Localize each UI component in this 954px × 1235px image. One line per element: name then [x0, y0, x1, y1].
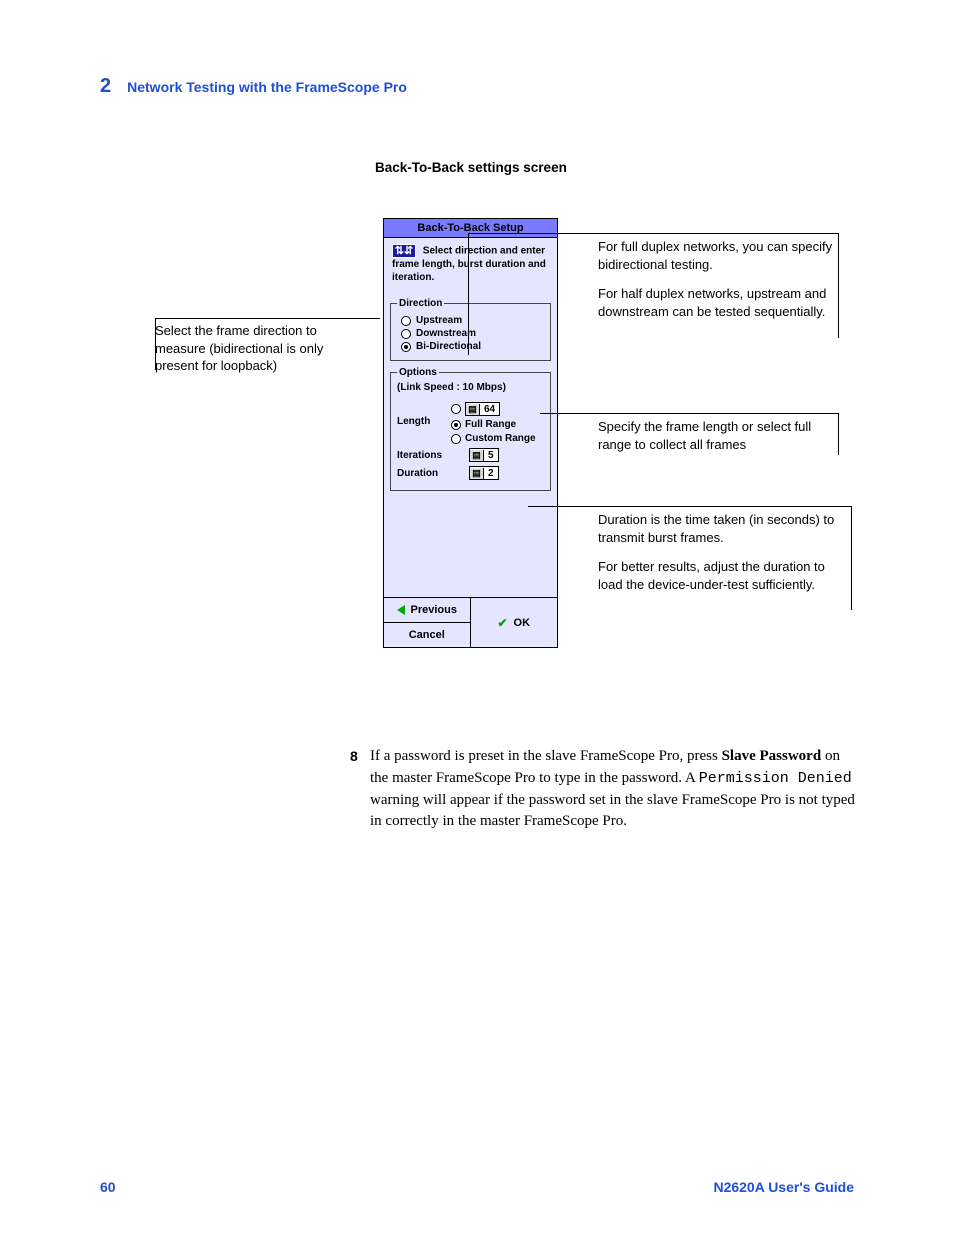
length-label: Length [397, 416, 451, 427]
duration-input[interactable]: ▤ 2 [469, 466, 499, 480]
direction-legend: Direction [397, 298, 444, 309]
previous-button[interactable]: Previous [384, 598, 470, 622]
ok-label: OK [514, 617, 531, 629]
radio-label: Upstream [416, 315, 462, 326]
radio-icon [451, 420, 461, 430]
radio-icon [451, 434, 461, 444]
callout-direction: Select the frame direction to measure (b… [155, 322, 330, 375]
guide-title: N2620A User's Guide [713, 1179, 854, 1195]
body-text: warning will appear if the password set … [370, 792, 855, 830]
callout-duration: Duration is the time taken (in seconds) … [598, 511, 848, 593]
callout-text: For better results, adjust the duration … [598, 558, 848, 593]
stepper-icon: ▤ [470, 450, 484, 461]
pointer-line [468, 233, 469, 355]
permission-denied-mono: Permission Denied [699, 770, 852, 787]
dialog-instruction: ⇅⇵ Select direction and enter frame leng… [384, 238, 557, 294]
pointer-line [468, 233, 838, 234]
length-fullrange-radio[interactable]: Full Range [451, 419, 544, 430]
diagram: Back-To-Back Setup ⇅⇵ Select direction a… [0, 218, 954, 698]
radio-bidirectional[interactable]: Bi-Directional [401, 341, 544, 352]
radio-label: Downstream [416, 328, 476, 339]
pointer-line [851, 506, 852, 610]
length-input[interactable]: ▤ 64 [465, 402, 500, 416]
duration-value: 2 [484, 468, 498, 479]
link-speed-text: (Link Speed : 10 Mbps) [397, 382, 544, 393]
check-icon: ✔ [497, 616, 507, 630]
radio-icon [401, 329, 411, 339]
ok-button[interactable]: ✔ OK [471, 598, 558, 647]
cancel-button[interactable]: Cancel [384, 622, 470, 647]
pointer-line [540, 413, 838, 414]
radio-icon [401, 342, 411, 352]
pointer-line [838, 233, 839, 338]
iterations-input[interactable]: ▤ 5 [469, 448, 499, 462]
radio-icon [451, 404, 461, 414]
length-value: 64 [480, 404, 499, 415]
step-8: 8 If a password is preset in the slave F… [370, 746, 860, 833]
chapter-number: 2 [100, 75, 111, 98]
dialog-footer: Previous Cancel ✔ OK [384, 597, 557, 647]
iterations-value: 5 [484, 450, 498, 461]
arrows-icon: ⇅⇵ [392, 244, 416, 258]
pointer-line [528, 506, 851, 507]
pointer-line [155, 318, 380, 319]
radio-label: Bi-Directional [416, 341, 481, 352]
callout-text: Specify the frame length or select full … [598, 418, 838, 453]
radio-icon [401, 316, 411, 326]
prev-arrow-icon [397, 605, 405, 615]
options-group: Options (Link Speed : 10 Mbps) Length ▤ … [390, 367, 551, 491]
stepper-icon: ▤ [466, 404, 480, 415]
slave-password-bold: Slave Password [722, 748, 822, 764]
callout-text: Select the frame direction to measure (b… [155, 322, 330, 375]
body-text: If a password is preset in the slave Fra… [370, 748, 722, 764]
page-number: 60 [100, 1179, 116, 1195]
radio-label: Full Range [465, 419, 516, 430]
callout-duplex: For full duplex networks, you can specif… [598, 238, 838, 320]
stepper-icon: ▤ [470, 468, 484, 479]
length-value-radio[interactable]: ▤ 64 [451, 402, 544, 416]
direction-group: Direction Upstream Downstream Bi-Directi… [390, 298, 551, 361]
step-number: 8 [350, 746, 358, 766]
callout-text: Duration is the time taken (in seconds) … [598, 511, 848, 546]
radio-upstream[interactable]: Upstream [401, 315, 544, 326]
radio-label: Custom Range [465, 433, 536, 444]
pointer-line [155, 318, 156, 370]
iterations-label: Iterations [397, 450, 451, 461]
duration-label: Duration [397, 468, 451, 479]
setup-dialog: Back-To-Back Setup ⇅⇵ Select direction a… [383, 218, 558, 648]
dialog-title: Back-To-Back Setup [384, 219, 557, 238]
chapter-title: Network Testing with the FrameScope Pro [127, 79, 407, 95]
cancel-label: Cancel [409, 629, 445, 641]
callout-length: Specify the frame length or select full … [598, 418, 838, 453]
previous-label: Previous [411, 604, 457, 616]
options-legend: Options [397, 367, 439, 378]
callout-text: For half duplex networks, upstream and d… [598, 285, 838, 320]
section-title: Back-To-Back settings screen [375, 160, 567, 175]
pointer-line [838, 413, 839, 455]
length-customrange-radio[interactable]: Custom Range [451, 433, 544, 444]
radio-downstream[interactable]: Downstream [401, 328, 544, 339]
callout-text: For full duplex networks, you can specif… [598, 238, 838, 273]
